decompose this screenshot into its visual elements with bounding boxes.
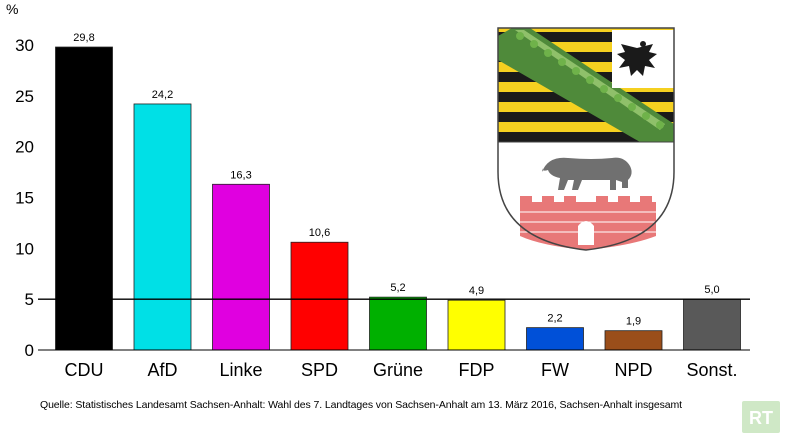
category-label: AfD [147,360,177,380]
value-label: 29,8 [73,32,94,44]
category-label: FW [541,360,569,380]
value-label: 2,2 [547,313,562,325]
bars: 29,8 24,2 16,3 10,6 5,2 4,9 2,2 1,9 5,0 [55,32,741,351]
y-tick-label: 0 [25,341,34,360]
rt-logo: RT [742,401,780,433]
bar-npd [604,330,663,351]
category-label: NPD [614,360,652,380]
value-label: 24,2 [152,89,173,101]
category-label: Linke [219,360,262,380]
category-label: FDP [459,360,495,380]
category-labels: CDU AfD Linke SPD Grüne FDP FW NPD Sonst. [65,360,738,380]
y-tick-label: 25 [15,87,34,106]
bar-spd [290,241,349,351]
value-label: 10,6 [309,227,330,239]
category-label: CDU [65,360,104,380]
y-tick-label: 30 [15,36,34,55]
category-label: Sonst. [686,360,737,380]
source-note: Quelle: Statistisches Landesamt Sachsen-… [40,399,682,411]
svg-text:RT: RT [749,408,773,428]
bar-gr-ne [369,296,427,351]
value-label: 5,2 [390,282,405,294]
bar-fdp [447,299,506,351]
y-axis-ticks: 0 5 10 15 20 25 30 [15,36,34,360]
bar-fw [526,327,584,351]
value-label: 16,3 [230,169,251,181]
sachsen-anhalt-coat-of-arms [497,27,675,251]
bar-cdu [55,46,113,351]
value-label: 1,9 [626,316,641,328]
y-axis-unit: % [6,1,18,17]
bar-afd [133,103,192,351]
bar-sonst [683,298,741,351]
category-label: SPD [301,360,338,380]
category-label: Grüne [373,360,423,380]
bar-linke [212,183,270,351]
y-tick-label: 10 [15,239,34,258]
value-label: 5,0 [704,284,719,296]
y-tick-label: 15 [15,189,34,208]
bar-chart: % 0 5 10 15 20 25 30 29,8 24,2 16,3 10,6 5,2 4,9 2,2… [6,1,750,380]
value-label: 4,9 [469,285,484,297]
y-tick-label: 20 [15,138,34,157]
y-tick-label: 5 [25,290,34,309]
